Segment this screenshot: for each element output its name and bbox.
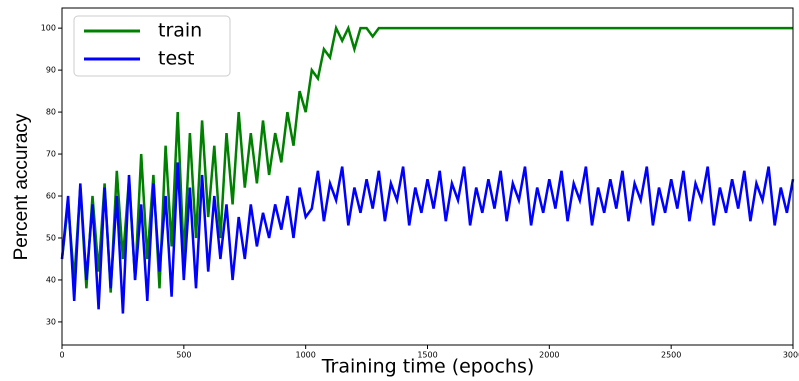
x-axis-label: Training time (epochs)	[321, 356, 535, 378]
x-tick-label: 500	[176, 351, 191, 360]
y-axis-label: Percent accuracy	[11, 113, 32, 260]
x-tick-label: 3000	[783, 351, 799, 360]
legend-box	[73, 15, 231, 77]
y-tick-label: 80	[46, 108, 56, 117]
y-tick-label: 90	[46, 66, 56, 75]
y-tick-label: 40	[46, 275, 56, 284]
y-tick-label: 30	[46, 317, 56, 326]
x-tick-label: 1000	[295, 351, 315, 360]
y-tick-label: 50	[46, 233, 56, 242]
legend-label: train	[158, 20, 202, 42]
x-tick-label: 0	[59, 351, 64, 360]
y-tick-label: 70	[46, 150, 56, 159]
x-tick-label: 1500	[417, 351, 437, 360]
series-line	[60, 162, 795, 314]
y-tick-label: 60	[46, 192, 56, 201]
y-tick-label: 100	[41, 24, 56, 33]
legend-label: test	[158, 48, 195, 70]
x-tick-label: 2500	[661, 351, 681, 360]
x-tick-label: 2000	[539, 351, 559, 360]
